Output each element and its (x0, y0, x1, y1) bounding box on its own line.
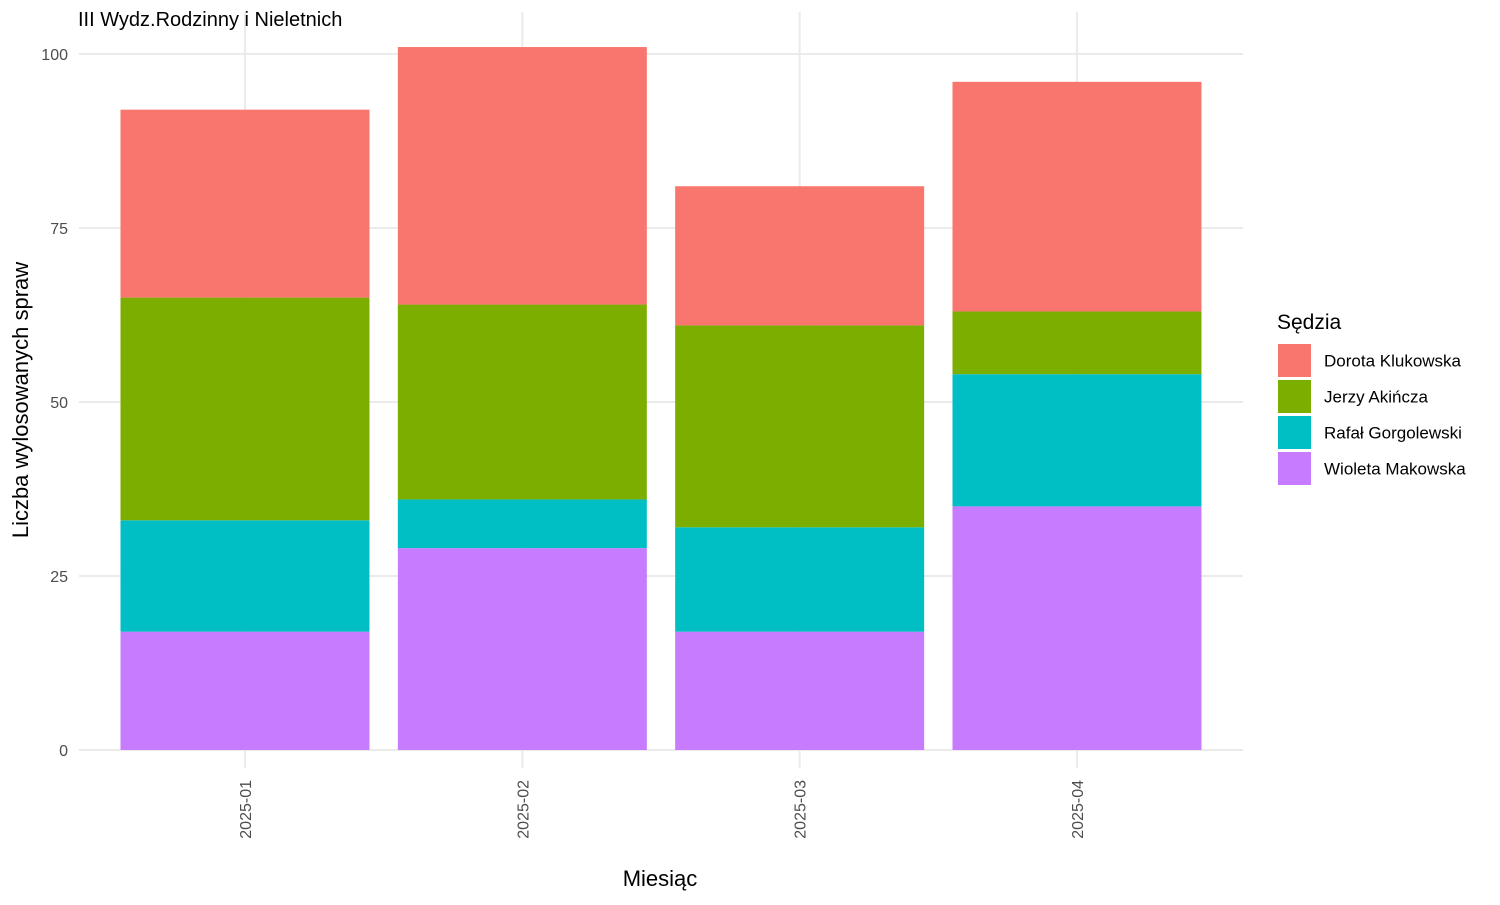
x-tick-label: 2025-03 (793, 780, 810, 839)
bar-segment (120, 520, 370, 632)
legend-label: Dorota Klukowska (1324, 352, 1462, 371)
legend-title: Sędzia (1277, 311, 1342, 334)
x-axis-title: Miesiąc (623, 866, 698, 891)
legend-key (1278, 416, 1311, 449)
x-axis-ticks: 2025-01 2025-02 2025-03 2025-04 (238, 780, 1087, 839)
legend-label: Jerzy Akińcza (1324, 388, 1428, 407)
bar-segment (952, 81, 1202, 312)
bar-segment (397, 304, 647, 500)
chart-title: III Wydz.Rodzinny i Nieletnich (78, 9, 342, 31)
x-tick-label: 2025-01 (238, 780, 255, 839)
bar-segment (675, 631, 925, 750)
y-tick-label: 100 (41, 47, 68, 64)
bar-segment (120, 297, 370, 521)
bar-segment (397, 47, 647, 305)
legend-label: Rafał Gorgolewski (1324, 424, 1462, 443)
bar-segment (120, 109, 370, 298)
bar-segment (120, 631, 370, 750)
y-tick-label: 75 (50, 221, 68, 238)
y-tick-label: 0 (59, 743, 68, 760)
bars (120, 47, 1202, 750)
y-tick-label: 50 (50, 395, 68, 412)
legend-label: Wioleta Makowska (1324, 460, 1466, 479)
bar-segment (952, 374, 1202, 507)
bar-segment (675, 186, 925, 326)
y-axis-ticks: 0 25 50 75 100 (41, 47, 68, 760)
legend-key (1278, 380, 1311, 413)
bar-segment (675, 527, 925, 632)
bar-segment (952, 311, 1202, 375)
y-axis-title: Liczba wylosowanych spraw (8, 262, 33, 538)
x-tick-label: 2025-02 (515, 780, 532, 839)
legend: Sędzia Dorota Klukowska Jerzy Akińcza Rafa… (1277, 311, 1466, 485)
x-tick-label: 2025-04 (1070, 780, 1087, 839)
bar-segment (675, 325, 925, 528)
bar-segment (952, 506, 1202, 750)
legend-key (1278, 344, 1311, 377)
y-tick-label: 25 (50, 569, 68, 586)
bar-segment (397, 499, 647, 549)
legend-key (1278, 452, 1311, 485)
bar-segment (397, 548, 647, 750)
